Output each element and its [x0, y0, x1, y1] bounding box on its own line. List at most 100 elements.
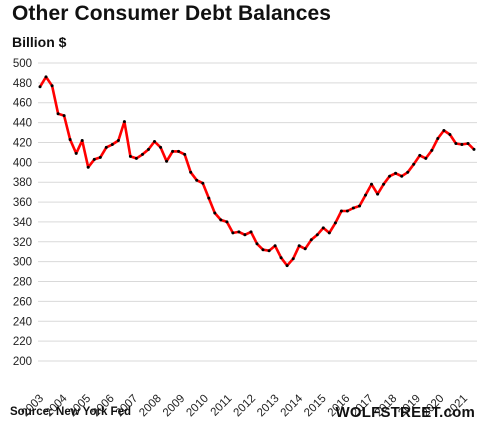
- data-point: [273, 244, 277, 248]
- data-point: [128, 154, 132, 158]
- data-point: [454, 142, 458, 145]
- data-point: [315, 233, 319, 237]
- data-point: [147, 147, 150, 151]
- y-tick-label: 220: [13, 336, 32, 348]
- data-point: [430, 148, 434, 152]
- data-point: [110, 143, 114, 146]
- y-tick-label: 480: [13, 78, 32, 90]
- data-point: [80, 139, 84, 142]
- data-point: [358, 204, 361, 208]
- data-point: [56, 112, 60, 116]
- y-tick-label: 400: [13, 157, 32, 169]
- chart-title: Other Consumer Debt Balances: [12, 2, 332, 25]
- y-axis-label: Billion $: [12, 34, 67, 50]
- data-point: [183, 152, 187, 156]
- y-tick-label: 240: [13, 316, 32, 328]
- data-point: [279, 256, 283, 260]
- data-point: [122, 120, 126, 124]
- data-point: [339, 209, 343, 213]
- data-point: [394, 171, 398, 175]
- data-point: [62, 114, 66, 118]
- x-tick-label: 2013: [255, 393, 282, 420]
- data-point: [249, 230, 253, 234]
- data-point: [285, 264, 289, 268]
- y-tick-label: 360: [13, 197, 32, 209]
- series-group: [38, 75, 476, 268]
- data-point: [424, 156, 428, 160]
- gridlines: [38, 62, 477, 362]
- data-point: [436, 137, 440, 140]
- x-tick-label: 2008: [137, 393, 164, 420]
- data-point: [466, 142, 470, 145]
- x-tick-label: 2009: [161, 393, 188, 420]
- y-tick-label: 380: [13, 177, 32, 189]
- data-point: [165, 159, 169, 163]
- data-point: [86, 165, 90, 169]
- data-point: [261, 248, 265, 252]
- data-point: [116, 139, 120, 142]
- x-tick-label: 2014: [279, 392, 306, 419]
- data-point: [412, 162, 416, 166]
- data-point: [231, 231, 235, 235]
- data-point: [74, 151, 78, 155]
- data-point: [92, 157, 96, 161]
- data-point: [400, 174, 404, 178]
- brand-logo-text: WOLFSTREET.com: [335, 404, 475, 421]
- data-point: [104, 145, 108, 149]
- x-tick-label: 2010: [184, 393, 211, 420]
- data-point: [243, 233, 247, 237]
- data-point: [207, 196, 211, 200]
- data-point: [460, 143, 464, 146]
- data-point: [219, 218, 223, 222]
- data-point: [418, 153, 422, 157]
- y-tick-label: 300: [13, 257, 32, 269]
- x-tick-label: 2012: [232, 393, 259, 420]
- y-tick-label: 500: [13, 58, 32, 70]
- y-tick-label: 440: [13, 118, 32, 130]
- y-tick-label: 280: [13, 277, 32, 289]
- data-point: [345, 209, 349, 213]
- data-point: [351, 206, 355, 210]
- data-point: [382, 182, 386, 186]
- data-point: [213, 211, 217, 215]
- y-tick-label: 200: [13, 356, 32, 368]
- data-point: [44, 75, 48, 79]
- data-point: [171, 149, 175, 153]
- y-tick-label: 340: [13, 217, 32, 229]
- data-point: [472, 147, 476, 151]
- x-tick-label: 2011: [209, 393, 235, 419]
- y-tick-label: 460: [13, 98, 32, 110]
- data-point: [225, 220, 229, 224]
- data-point: [406, 170, 410, 174]
- data-point: [370, 182, 373, 186]
- data-point: [327, 231, 331, 235]
- data-point: [297, 244, 301, 248]
- data-point: [376, 192, 380, 196]
- data-point: [309, 238, 313, 242]
- y-tick-label: 320: [13, 237, 32, 249]
- data-point: [50, 84, 54, 88]
- data-point: [189, 170, 193, 174]
- data-point: [141, 152, 144, 156]
- data-point: [255, 242, 259, 246]
- data-point: [321, 226, 325, 230]
- x-tick-label: 2015: [302, 393, 329, 420]
- data-point: [195, 178, 199, 182]
- series-line: [38, 75, 475, 267]
- data-point: [153, 140, 156, 143]
- data-point: [364, 193, 367, 197]
- y-tick-labels: 200 220 240 260 280 300 320 340 360 380 400 420 440 4…: [13, 58, 32, 368]
- y-tick-label: 260: [13, 296, 32, 308]
- source-note: Source: New York Fed: [10, 406, 131, 418]
- data-point: [38, 85, 42, 89]
- data-point: [159, 145, 163, 149]
- data-point: [388, 174, 392, 178]
- data-point: [98, 155, 102, 159]
- data-point: [201, 181, 205, 185]
- data-point: [68, 138, 72, 141]
- y-tick-label: 420: [13, 137, 32, 149]
- data-point: [442, 129, 446, 132]
- data-point: [448, 133, 452, 136]
- data-point: [134, 156, 138, 160]
